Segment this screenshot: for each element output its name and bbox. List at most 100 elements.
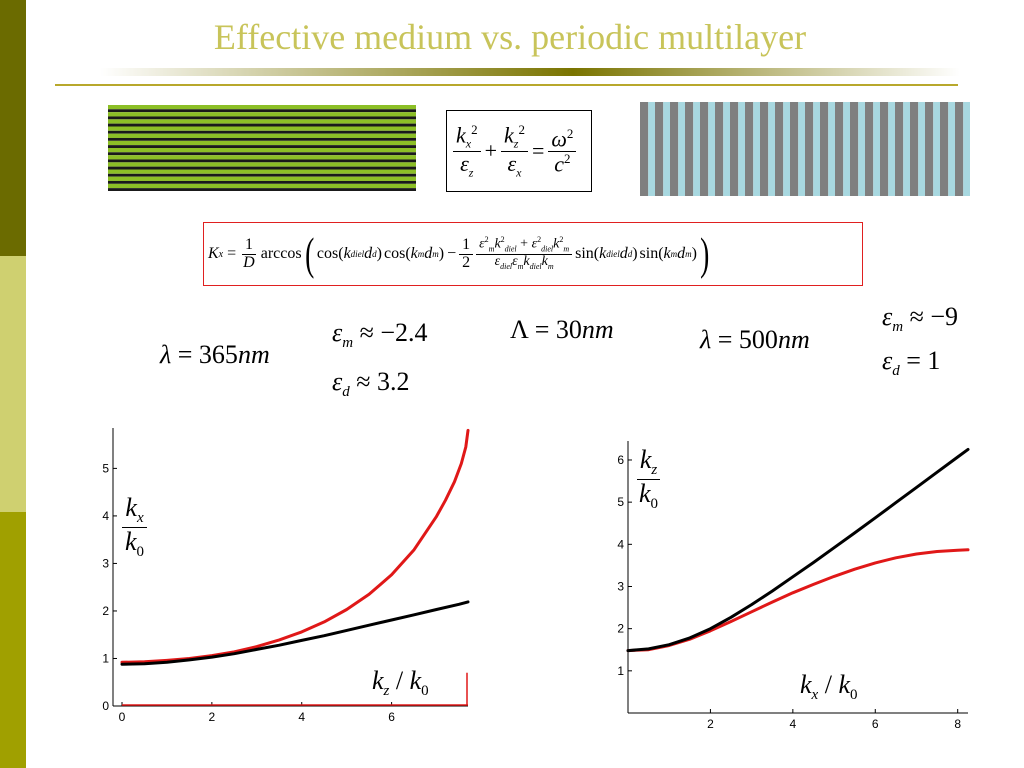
dielectric-layer (963, 102, 970, 196)
metal-layer (955, 102, 964, 196)
green-layer (108, 169, 416, 174)
wavelength-500: λ = 500nm (700, 325, 810, 354)
y-tick-label: 3 (102, 556, 109, 570)
green-layer (108, 140, 416, 146)
dielectric-layer (873, 102, 880, 196)
eps-m-500: εm ≈ −9 (882, 302, 959, 336)
metal-layer (790, 102, 799, 196)
eps-d-365: εd ≈ 3.2 (332, 367, 410, 401)
green-layer (108, 119, 416, 124)
dielectric-layer (948, 102, 955, 196)
x-tick-label: 0 (119, 710, 126, 724)
chart2-xlabel: kx / k0 (800, 670, 858, 704)
axes: 2 4 6 8 1 2 3 4 5 6 (617, 441, 968, 731)
dielectric-layer (828, 102, 835, 196)
y-tick-label: 2 (102, 604, 109, 618)
y-tick-label: 6 (617, 453, 624, 467)
dielectric-layer (783, 102, 790, 196)
y-tick-label: 0 (102, 699, 109, 713)
dielectric-layer (768, 102, 775, 196)
dielectric-layer (888, 102, 895, 196)
dielectric-layer (918, 102, 925, 196)
metal-layer (715, 102, 724, 196)
chart-kx-vs-kz: 0 2 4 6 0 1 2 3 4 5 (102, 428, 470, 724)
dielectric-layer (858, 102, 865, 196)
axes: 0 2 4 6 0 1 2 3 4 5 (102, 428, 468, 724)
y-tick-label: 5 (617, 495, 624, 509)
y-tick-label: 1 (102, 651, 109, 665)
metal-layer (925, 102, 934, 196)
green-layer (108, 183, 416, 189)
dark-layer (108, 123, 416, 127)
chart-kz-vs-kx: 2 4 6 8 1 2 3 4 5 6 (617, 441, 970, 731)
chart1-xlabel: kz / k0 (372, 666, 429, 700)
x-tick-label: 4 (790, 717, 797, 731)
metal-layer (670, 102, 679, 196)
green-layer (108, 155, 416, 160)
metal-layer (745, 102, 754, 196)
dark-layer (108, 188, 416, 191)
dark-layer (108, 130, 416, 134)
dielectric-layer (678, 102, 685, 196)
green-layer (108, 126, 416, 131)
dielectric-layer (723, 102, 730, 196)
metal-layer (655, 102, 664, 196)
eps-d-500: εd = 1 (882, 346, 941, 380)
green-layer (108, 176, 416, 181)
y-tick-label: 1 (617, 664, 624, 678)
metal-layer (700, 102, 709, 196)
dark-layer (108, 180, 416, 184)
red-curve (120, 428, 470, 664)
metal-layer (835, 102, 844, 196)
y-tick-label: 5 (102, 461, 109, 475)
dark-layer (108, 173, 416, 177)
metal-layer (910, 102, 919, 196)
dielectric-layer (798, 102, 805, 196)
metal-layer (850, 102, 859, 196)
dielectric-layer (813, 102, 820, 196)
metal-layer (640, 102, 649, 196)
dielectric-layer (648, 102, 655, 196)
metal-layer (865, 102, 874, 196)
dielectric-layer (753, 102, 760, 196)
metal-layer (805, 102, 814, 196)
red-curve (626, 548, 970, 653)
metal-layer (940, 102, 949, 196)
dark-layer (108, 116, 416, 120)
dielectric-layer (663, 102, 670, 196)
metal-layer (730, 102, 739, 196)
metal-layer (895, 102, 904, 196)
dark-layer (108, 109, 416, 113)
dielectric-layer (843, 102, 850, 196)
dielectric-layer (933, 102, 940, 196)
sidebar-band-top (0, 0, 26, 256)
dark-layer (108, 152, 416, 156)
green-layer (108, 133, 416, 138)
metal-layer (820, 102, 829, 196)
sidebar-decoration (0, 0, 26, 768)
dark-layer (108, 166, 416, 170)
x-tick-label: 6 (388, 710, 395, 724)
x-tick-label: 6 (872, 717, 879, 731)
green-layer (108, 105, 416, 110)
y-tick-label: 3 (617, 579, 624, 593)
metal-layer (760, 102, 769, 196)
dark-layer (108, 145, 416, 148)
black-curve (626, 447, 970, 653)
chart2-ylabel: kz k0 (636, 446, 661, 513)
green-layer (108, 148, 416, 153)
vertical-multilayer-illustration (640, 102, 970, 196)
sidebar-band-middle (0, 256, 26, 512)
dark-layer (108, 137, 416, 141)
dark-layer (108, 159, 416, 163)
x-tick-label: 2 (209, 710, 216, 724)
dielectric-layer (693, 102, 700, 196)
effective-medium-equation: kx2 εz + kz2 εx = ω2 c2 (446, 110, 592, 192)
metal-layer (880, 102, 889, 196)
y-tick-label: 2 (617, 622, 624, 636)
dielectric-layer (903, 102, 910, 196)
y-tick-label: 4 (102, 509, 109, 523)
green-layer (108, 112, 416, 117)
metal-layer (685, 102, 694, 196)
x-tick-label: 8 (954, 717, 961, 731)
